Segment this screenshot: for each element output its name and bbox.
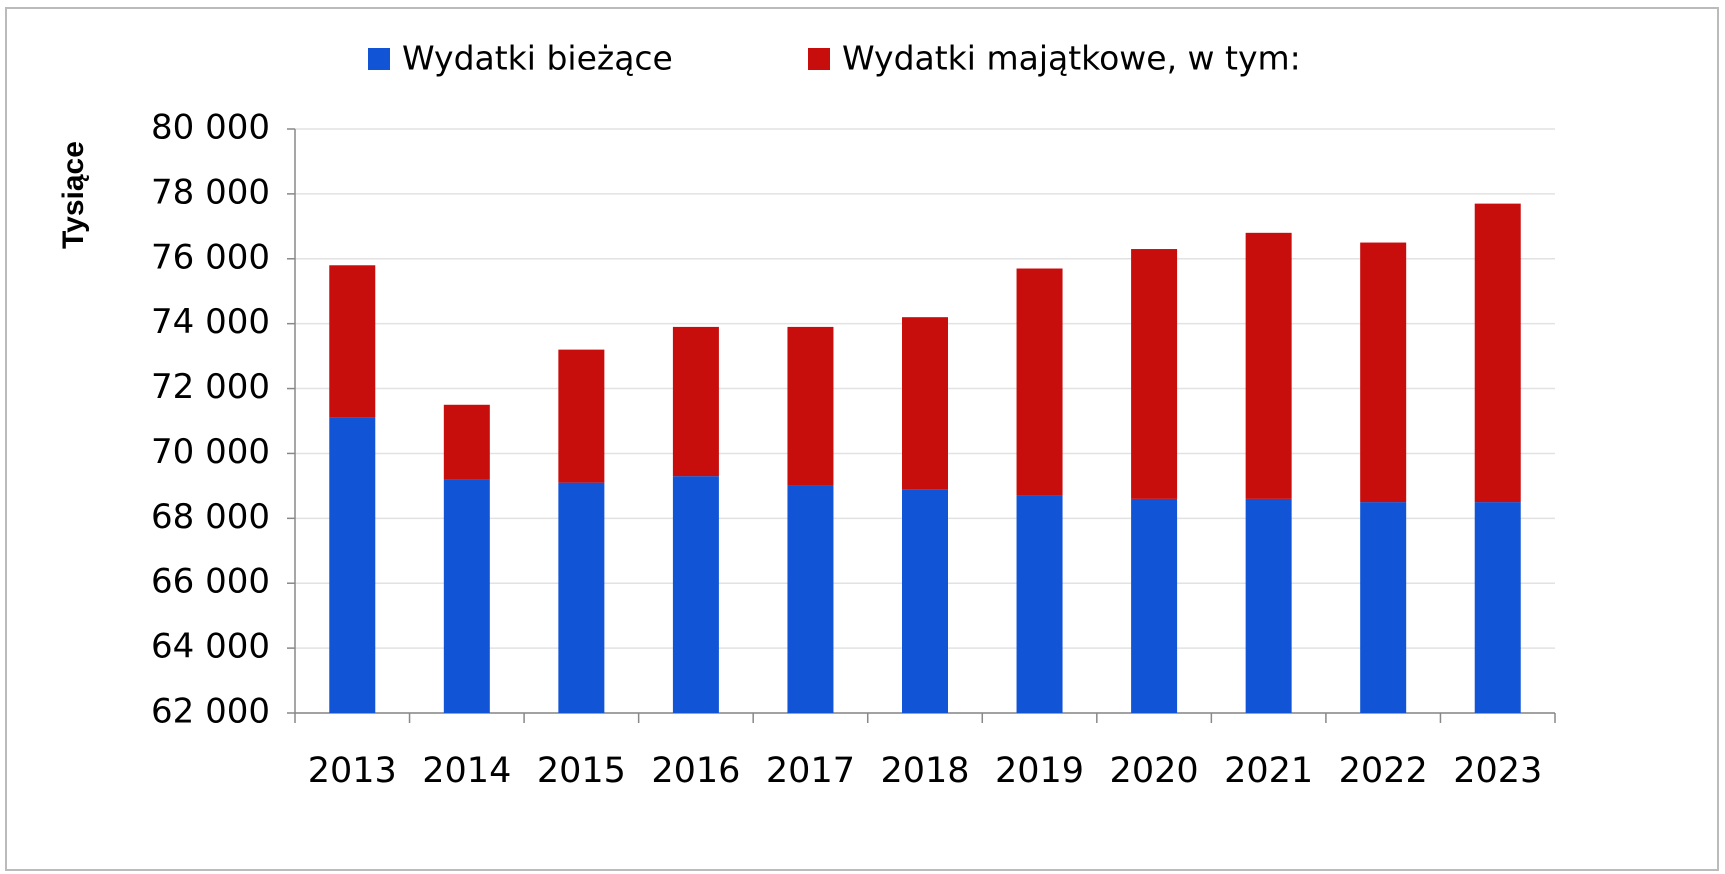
bar-segment: [672, 326, 719, 477]
bar-segment: [329, 265, 376, 418]
y-tick-label: 78 000: [151, 172, 270, 212]
bar-segment: [329, 417, 376, 713]
bar-segment: [443, 404, 490, 480]
y-tick-label: 76 000: [151, 237, 270, 277]
x-tick-label: 2015: [537, 751, 626, 791]
bar-segment: [1245, 498, 1292, 713]
y-tick-label: 72 000: [151, 367, 270, 407]
legend-swatch: [368, 48, 390, 70]
bar-segment: [1474, 502, 1521, 713]
x-tick-label: 2020: [1110, 751, 1199, 791]
bar-segment: [1474, 203, 1521, 503]
legend-label: Wydatki bieżące: [402, 39, 673, 78]
bar-segment: [1016, 495, 1063, 713]
y-tick-label: 74 000: [151, 302, 270, 342]
y-tick-label: 64 000: [151, 627, 270, 667]
bar-segment: [787, 326, 834, 486]
x-tick-label: 2014: [422, 751, 511, 791]
bar-segment: [1131, 498, 1178, 713]
bar-segment: [558, 349, 605, 483]
y-tick-label: 68 000: [151, 497, 270, 537]
x-tick-label: 2018: [880, 751, 969, 791]
bar-segment: [1360, 502, 1407, 713]
x-tick-label: 2023: [1453, 751, 1542, 791]
x-tick-label: 2019: [995, 751, 1084, 791]
chart-frame: [5, 7, 1719, 871]
bar-segment: [787, 485, 834, 713]
y-tick-label: 70 000: [151, 432, 270, 472]
x-tick-label: 2022: [1339, 751, 1428, 791]
x-tick-label: 2017: [766, 751, 855, 791]
y-axis-label: Tysiące: [57, 141, 90, 249]
bar-segment: [1360, 242, 1407, 503]
bar-segment: [443, 479, 490, 713]
bar-segment: [902, 489, 948, 713]
bar-segment: [558, 482, 605, 713]
x-tick-label: 2013: [308, 751, 397, 791]
x-tick-label: 2016: [651, 751, 740, 791]
y-tick-label: 62 000: [151, 692, 270, 732]
bar-segment: [902, 317, 948, 490]
bar-segment: [1245, 232, 1292, 499]
x-tick-label: 2021: [1224, 751, 1313, 791]
bar-segment: [1131, 249, 1178, 499]
y-tick-label: 66 000: [151, 562, 270, 602]
legend-swatch: [808, 48, 830, 70]
y-tick-label: 80 000: [151, 108, 270, 148]
legend-label: Wydatki majątkowe, w tym:: [842, 39, 1301, 78]
bar-segment: [672, 476, 719, 713]
bar-segment: [1016, 268, 1063, 496]
